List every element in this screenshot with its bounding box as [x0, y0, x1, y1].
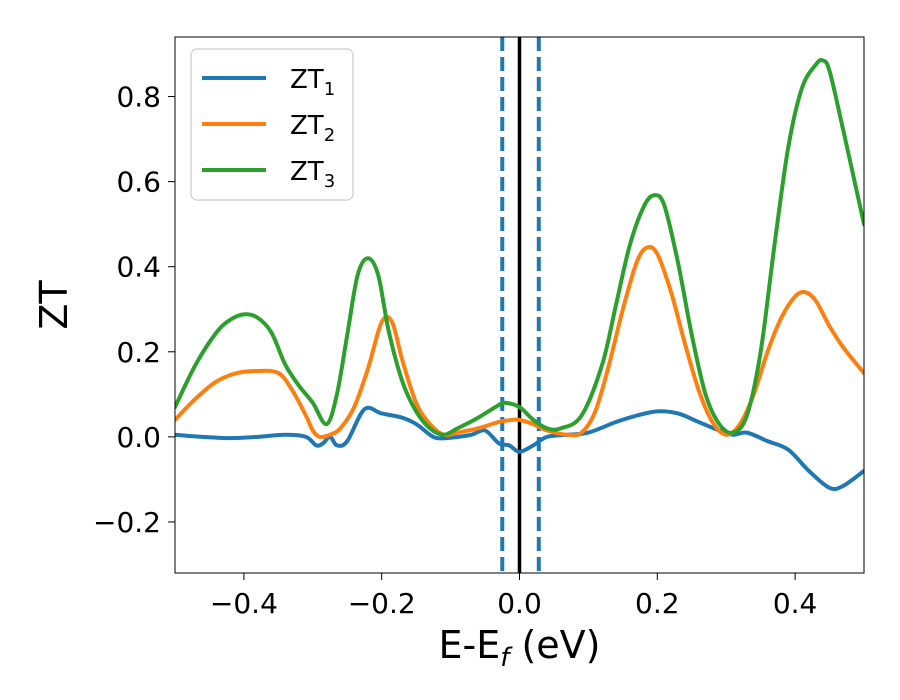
y-tick-label: −0.2: [93, 506, 161, 539]
x-axis-title-base: E-E: [439, 623, 501, 667]
legend-label-zt2: ZT2: [290, 111, 335, 146]
y-axis-title: ZT: [32, 280, 76, 330]
legend-label-zt1: ZT1: [290, 65, 335, 100]
x-axis: −0.4 −0.2 0.0 0.2 0.4: [210, 573, 817, 620]
x-tick-label: −0.4: [210, 587, 278, 620]
x-axis-title-suffix: (eV): [509, 623, 600, 667]
legend-label-zt3: ZT3: [290, 157, 335, 192]
y-axis: −0.2 0.0 0.2 0.4 0.6 0.8: [93, 81, 175, 539]
x-tick-label: 0.2: [635, 587, 680, 620]
y-tick-label: 0.0: [116, 421, 161, 454]
x-axis-title: E-Ef (eV): [439, 623, 601, 673]
y-tick-label: 0.8: [116, 81, 161, 114]
y-tick-label: 0.4: [116, 251, 161, 284]
y-tick-label: 0.6: [116, 166, 161, 199]
y-tick-label: 0.2: [116, 336, 161, 369]
legend: ZT1 ZT2 ZT3: [190, 48, 354, 201]
x-tick-label: 0.0: [497, 587, 542, 620]
legend-box: [190, 48, 354, 201]
x-tick-label: 0.4: [773, 587, 818, 620]
series-lines: [175, 57, 864, 492]
fermi-level-markers: [500, 37, 541, 573]
x-tick-label: −0.2: [348, 587, 416, 620]
series-line-zt3: [175, 57, 864, 437]
series-line-zt1: [175, 405, 864, 492]
